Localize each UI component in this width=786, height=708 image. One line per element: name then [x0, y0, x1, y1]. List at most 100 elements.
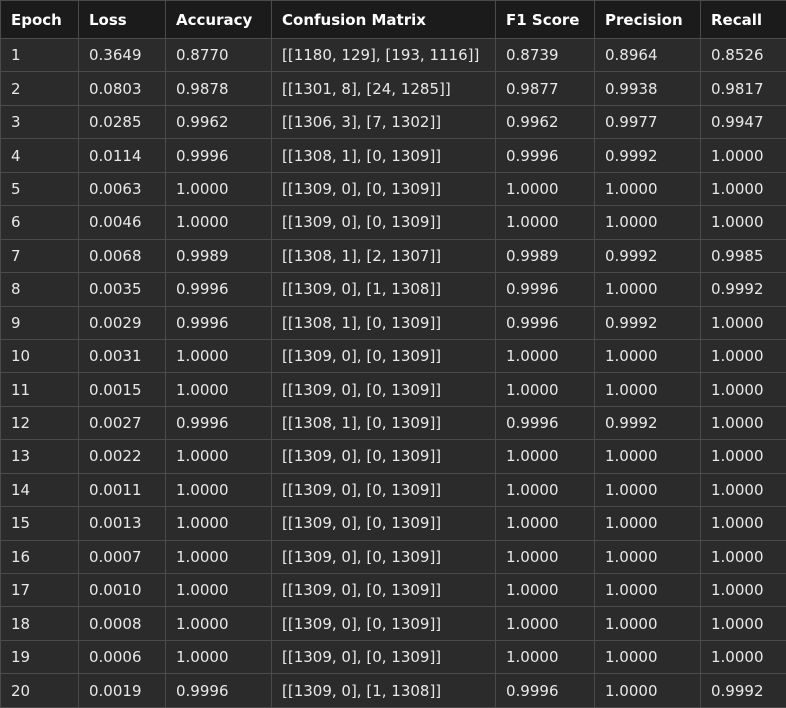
confusion-matrix-cell: [[1308, 1], [2, 1307]] [272, 239, 496, 272]
epoch-cell: 7 [1, 239, 79, 272]
f1-score-cell: 0.9989 [496, 239, 595, 272]
recall-cell: 0.8526 [701, 39, 786, 72]
f1-score-cell: 0.9996 [496, 674, 595, 707]
recall-cell: 1.0000 [701, 406, 786, 439]
recall-cell: 1.0000 [701, 540, 786, 573]
epoch-cell: 13 [1, 440, 79, 473]
epoch-cell: 2 [1, 72, 79, 105]
accuracy-cell: 1.0000 [166, 640, 272, 673]
confusion-matrix-cell: [[1309, 0], [0, 1309]] [272, 640, 496, 673]
epoch-cell: 20 [1, 674, 79, 707]
confusion-matrix-cell: [[1308, 1], [0, 1309]] [272, 306, 496, 339]
accuracy-cell: 1.0000 [166, 473, 272, 506]
loss-cell: 0.0063 [79, 172, 166, 205]
f1-score-cell: 0.9877 [496, 72, 595, 105]
column-header-recall: Recall [701, 1, 786, 39]
confusion-matrix-cell: [[1309, 0], [0, 1309]] [272, 440, 496, 473]
loss-cell: 0.0015 [79, 373, 166, 406]
recall-cell: 0.9985 [701, 239, 786, 272]
accuracy-cell: 0.9996 [166, 306, 272, 339]
accuracy-cell: 0.8770 [166, 39, 272, 72]
accuracy-cell: 1.0000 [166, 440, 272, 473]
accuracy-cell: 1.0000 [166, 373, 272, 406]
precision-cell: 1.0000 [595, 674, 701, 707]
loss-cell: 0.0068 [79, 239, 166, 272]
precision-cell: 1.0000 [595, 540, 701, 573]
confusion-matrix-cell: [[1308, 1], [0, 1309]] [272, 406, 496, 439]
precision-cell: 1.0000 [595, 473, 701, 506]
epoch-cell: 12 [1, 406, 79, 439]
loss-cell: 0.0035 [79, 273, 166, 306]
confusion-matrix-cell: [[1309, 0], [1, 1308]] [272, 674, 496, 707]
column-header-precision: Precision [595, 1, 701, 39]
loss-cell: 0.0007 [79, 540, 166, 573]
confusion-matrix-cell: [[1309, 0], [0, 1309]] [272, 574, 496, 607]
recall-cell: 1.0000 [701, 206, 786, 239]
epoch-cell: 9 [1, 306, 79, 339]
loss-cell: 0.0010 [79, 574, 166, 607]
recall-cell: 0.9947 [701, 105, 786, 138]
accuracy-cell: 0.9996 [166, 674, 272, 707]
loss-cell: 0.0011 [79, 473, 166, 506]
precision-cell: 1.0000 [595, 607, 701, 640]
confusion-matrix-cell: [[1309, 0], [0, 1309]] [272, 473, 496, 506]
confusion-matrix-cell: [[1309, 0], [0, 1309]] [272, 339, 496, 372]
precision-cell: 1.0000 [595, 440, 701, 473]
epoch-cell: 10 [1, 339, 79, 372]
precision-cell: 1.0000 [595, 273, 701, 306]
confusion-matrix-cell: [[1306, 3], [7, 1302]] [272, 105, 496, 138]
loss-cell: 0.0031 [79, 339, 166, 372]
confusion-matrix-cell: [[1309, 0], [0, 1309]] [272, 373, 496, 406]
loss-cell: 0.0019 [79, 674, 166, 707]
loss-cell: 0.0022 [79, 440, 166, 473]
epoch-cell: 1 [1, 39, 79, 72]
f1-score-cell: 0.9996 [496, 273, 595, 306]
f1-score-cell: 1.0000 [496, 507, 595, 540]
precision-cell: 1.0000 [595, 574, 701, 607]
recall-cell: 1.0000 [701, 574, 786, 607]
f1-score-cell: 1.0000 [496, 206, 595, 239]
recall-cell: 0.9992 [701, 674, 786, 707]
f1-score-cell: 1.0000 [496, 440, 595, 473]
f1-score-cell: 1.0000 [496, 473, 595, 506]
loss-cell: 0.0285 [79, 105, 166, 138]
epoch-cell: 16 [1, 540, 79, 573]
epoch-cell: 5 [1, 172, 79, 205]
accuracy-cell: 0.9962 [166, 105, 272, 138]
epoch-cell: 11 [1, 373, 79, 406]
column-header-confusion-matrix: Confusion Matrix [272, 1, 496, 39]
epoch-cell: 14 [1, 473, 79, 506]
column-header-epoch: Epoch [1, 1, 79, 39]
precision-cell: 0.9977 [595, 105, 701, 138]
epoch-cell: 19 [1, 640, 79, 673]
precision-cell: 0.9938 [595, 72, 701, 105]
recall-cell: 1.0000 [701, 607, 786, 640]
precision-cell: 1.0000 [595, 640, 701, 673]
precision-cell: 0.9992 [595, 139, 701, 172]
loss-cell: 0.0006 [79, 640, 166, 673]
loss-cell: 0.0013 [79, 507, 166, 540]
loss-cell: 0.0114 [79, 139, 166, 172]
loss-cell: 0.0008 [79, 607, 166, 640]
epoch-cell: 8 [1, 273, 79, 306]
epoch-cell: 3 [1, 105, 79, 138]
